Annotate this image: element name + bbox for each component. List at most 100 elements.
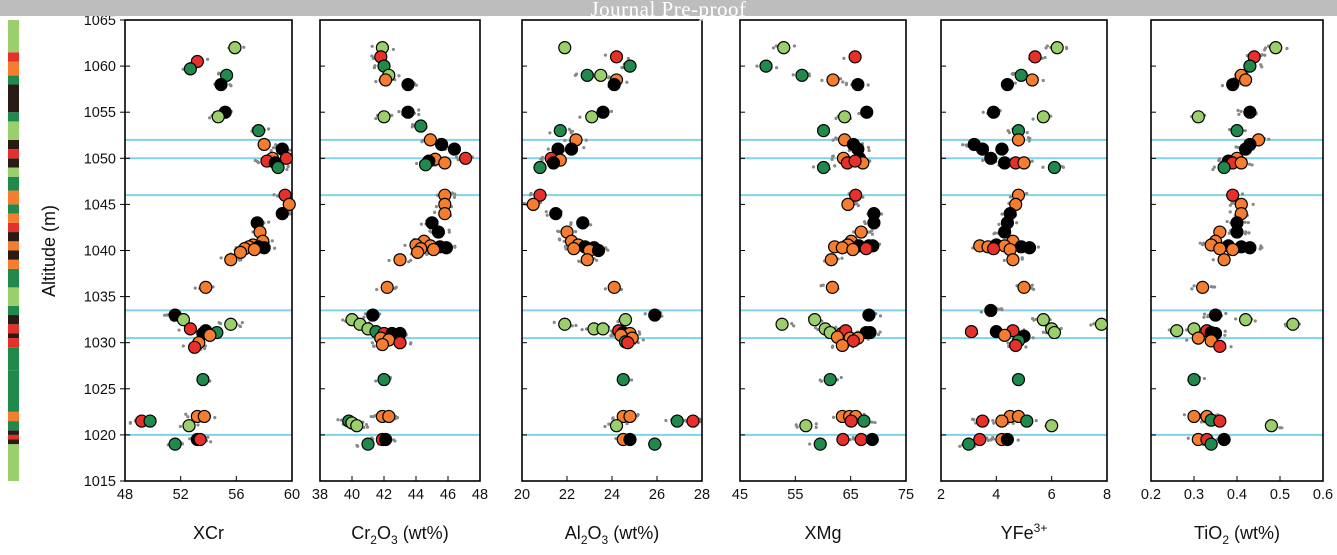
analysis-dot xyxy=(1225,219,1229,224)
data-point xyxy=(995,414,1009,428)
strat-layer xyxy=(8,434,19,440)
analysis-dot xyxy=(1186,436,1190,440)
strat-layer xyxy=(8,167,19,177)
data-point xyxy=(1264,419,1279,433)
data-point xyxy=(377,372,391,387)
analysis-dot xyxy=(870,232,875,236)
data-point xyxy=(854,432,868,447)
data-point xyxy=(816,124,831,138)
analysis-dot xyxy=(981,110,985,114)
data-point xyxy=(986,105,1001,119)
x-tick-label: 8 xyxy=(1103,487,1111,503)
analysis-dot xyxy=(1243,129,1247,133)
analysis-dot xyxy=(1227,231,1231,235)
analysis-dot xyxy=(997,222,1001,227)
analysis-dot xyxy=(370,341,374,345)
analysis-dot xyxy=(1041,78,1045,83)
data-point xyxy=(844,414,858,428)
analysis-dot xyxy=(1206,315,1210,319)
x-tick-label: 48 xyxy=(472,487,488,503)
data-point xyxy=(393,253,407,267)
analysis-dot xyxy=(831,138,835,142)
analysis-dot xyxy=(1092,322,1096,326)
data-point xyxy=(1213,414,1227,428)
analysis-dot xyxy=(397,109,401,114)
analysis-dot xyxy=(1182,413,1187,417)
analysis-dot xyxy=(979,310,983,314)
analysis-dot xyxy=(209,440,213,444)
data-point xyxy=(962,437,976,451)
x-tick-label: 40 xyxy=(344,487,360,503)
analysis-dot xyxy=(556,229,560,233)
data-point xyxy=(836,432,850,447)
analysis-dot xyxy=(852,230,856,234)
analysis-dot xyxy=(403,243,407,247)
data-point xyxy=(1017,280,1031,294)
analysis-dot xyxy=(362,315,366,319)
analysis-dot xyxy=(196,423,200,427)
data-point xyxy=(1011,133,1026,147)
x-tick-label: 26 xyxy=(649,487,665,503)
data-point xyxy=(1025,73,1039,87)
analysis-dot xyxy=(213,416,217,420)
data-point xyxy=(1226,77,1240,92)
analysis-dot xyxy=(1089,323,1093,327)
analysis-dot xyxy=(564,247,568,251)
analysis-dot xyxy=(1030,159,1034,163)
data-point xyxy=(799,419,813,433)
analysis-dot xyxy=(840,256,844,260)
analysis-dot xyxy=(369,414,373,419)
analysis-dot xyxy=(838,77,843,81)
data-point xyxy=(438,156,452,170)
strat-layer xyxy=(8,139,19,150)
strat-layer xyxy=(8,411,19,422)
analysis-dot xyxy=(879,212,884,216)
strat-layer xyxy=(8,287,19,306)
data-point xyxy=(1195,280,1210,294)
analysis-dot xyxy=(1008,195,1013,199)
analysis-dot xyxy=(1236,108,1240,113)
data-point xyxy=(1017,156,1031,170)
analysis-dot xyxy=(336,418,340,422)
analysis-dot xyxy=(1243,232,1248,236)
analysis-dot xyxy=(1026,136,1030,140)
analysis-dot xyxy=(272,193,276,197)
data-point xyxy=(616,372,630,387)
analysis-dot xyxy=(958,444,962,448)
analysis-dot xyxy=(1253,319,1257,323)
analysis-dot xyxy=(603,287,607,291)
analysis-dot xyxy=(603,53,607,57)
x-tick-label: 46 xyxy=(440,487,456,503)
analysis-dot xyxy=(878,330,882,334)
analysis-dot xyxy=(616,320,620,324)
analysis-dot xyxy=(819,284,823,288)
analysis-dot xyxy=(452,195,457,199)
analysis-dot xyxy=(374,379,378,383)
x-tick-label: 52 xyxy=(173,487,189,503)
analysis-dot xyxy=(584,327,589,331)
strat-layer xyxy=(8,121,19,140)
data-point xyxy=(984,151,998,165)
data-point xyxy=(849,188,863,202)
y-tick-label: 1055 xyxy=(84,105,116,121)
analysis-dot xyxy=(620,65,624,70)
analysis-dot xyxy=(128,421,132,425)
analysis-dot xyxy=(774,44,778,48)
strat-layer xyxy=(8,149,19,159)
data-point xyxy=(1047,325,1062,340)
analysis-dot xyxy=(1059,326,1063,331)
analysis-dot xyxy=(271,146,276,150)
analysis-dot xyxy=(841,80,845,84)
analysis-dot xyxy=(1006,341,1010,345)
analysis-dot xyxy=(238,324,243,329)
analysis-dot xyxy=(409,341,413,345)
strat-layer xyxy=(8,370,19,412)
data-point xyxy=(1217,160,1231,175)
analysis-dot xyxy=(1202,315,1206,319)
x-axis-label: Al2O3 (wt%) xyxy=(565,523,659,547)
data-point xyxy=(860,105,874,119)
analysis-dot xyxy=(594,258,599,262)
data-point xyxy=(686,414,700,428)
data-point xyxy=(857,414,871,428)
data-point xyxy=(193,432,207,447)
